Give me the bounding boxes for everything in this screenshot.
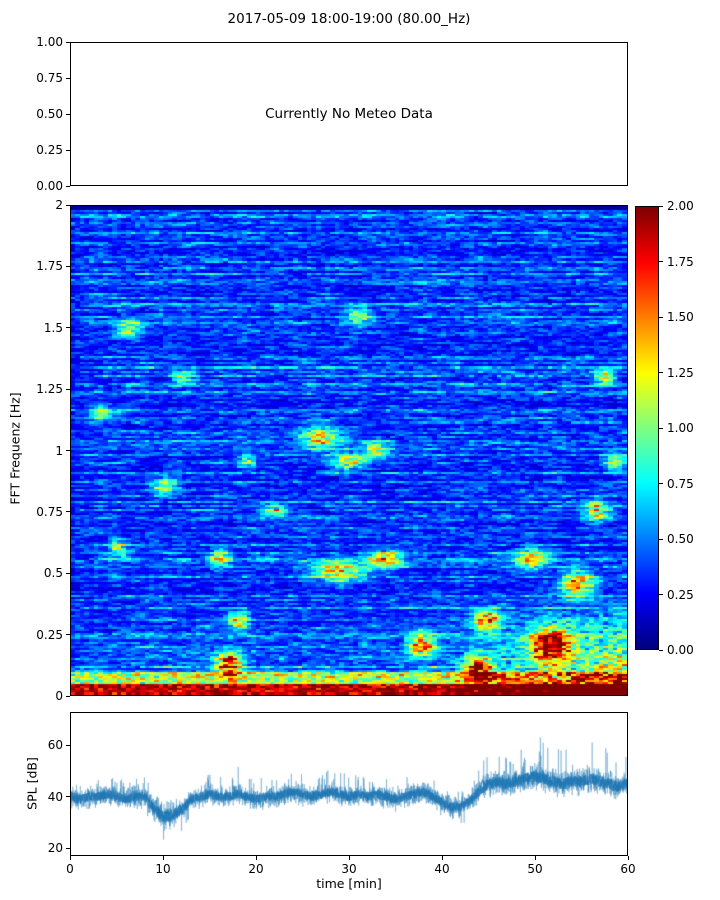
tick-mark (659, 649, 663, 651)
spec-ytick-label: 2 (55, 198, 63, 212)
tick-mark (659, 427, 663, 429)
tick-mark (659, 261, 663, 262)
spl-canvas (71, 713, 627, 855)
spec-ytick-label: 0.25 (36, 627, 63, 642)
tick-mark (348, 856, 350, 860)
tick-mark (66, 41, 70, 43)
tick-mark (659, 372, 663, 373)
spl-xtick-label: 0 (66, 862, 74, 876)
figure-title: 2017-05-09 18:00-19:00 (80.00_Hz) (227, 11, 471, 27)
tick-mark (66, 113, 70, 115)
meteo-ytick-label: 0.25 (36, 143, 63, 157)
spl-xtick-label: 20 (248, 862, 264, 876)
tick-mark (66, 695, 70, 697)
colorbar-tick-label: 1.25 (667, 365, 694, 380)
colorbar (635, 206, 659, 650)
colorbar-tick-label: 1.50 (667, 310, 694, 324)
colorbar-tick-label: 2.00 (667, 199, 694, 213)
meteo-ytick-label: 1.00 (36, 35, 63, 49)
tick-mark (66, 847, 70, 849)
spec-ytick-label: 0 (55, 689, 63, 703)
spl-axes (70, 712, 628, 856)
spl-xtick-label: 40 (434, 862, 450, 876)
meteo-ytick-label: 0.50 (36, 107, 63, 121)
tick-mark (66, 796, 70, 798)
tick-mark (659, 205, 663, 207)
spec-ytick-label: 0.5 (43, 566, 63, 581)
tick-mark (66, 77, 70, 79)
colorbar-tick-label: 0.50 (667, 532, 694, 546)
spectrogram-axes (70, 205, 628, 696)
meteo-ytick-label: 0.00 (36, 179, 63, 193)
spl-xtick-label: 10 (155, 862, 171, 876)
tick-mark (659, 538, 663, 540)
spectrogram-canvas (71, 206, 627, 695)
tick-mark (66, 265, 70, 267)
spl-ylabel: SPL [dB] (24, 757, 40, 810)
no-meteo-annotation: Currently No Meteo Data (265, 106, 433, 122)
colorbar-canvas (636, 207, 658, 649)
tick-mark (255, 856, 257, 860)
colorbar-tick-label: 0.75 (667, 476, 694, 491)
tick-mark (66, 450, 70, 451)
colorbar-tick-label: 0.25 (667, 587, 694, 602)
tick-mark (66, 327, 70, 329)
spec-ytick-label: 1.5 (43, 320, 63, 335)
spl-ytick-label: 40 (47, 789, 63, 804)
tick-mark (66, 744, 70, 746)
tick-mark (66, 185, 70, 187)
tick-mark (66, 511, 70, 513)
spec-ytick-label: 0.75 (36, 504, 63, 519)
tick-mark (162, 856, 164, 860)
tick-mark (441, 856, 443, 860)
colorbar-tick-label: 0.00 (667, 643, 694, 657)
tick-mark (66, 149, 70, 151)
spec-ytick-label: 1.75 (36, 259, 63, 274)
spec-ytick-label: 1 (55, 443, 63, 458)
tick-mark (66, 572, 70, 574)
tick-mark (534, 856, 536, 860)
tick-mark (69, 856, 71, 860)
tick-mark (659, 316, 663, 318)
spl-ytick-label: 20 (47, 841, 63, 856)
tick-mark (627, 856, 629, 860)
spl-xtick-label: 60 (620, 862, 636, 876)
colorbar-tick-label: 1.75 (667, 254, 694, 269)
meteo-axes: Currently No Meteo Data (70, 42, 628, 186)
meteo-ytick-label: 0.75 (36, 71, 63, 85)
tick-mark (66, 388, 70, 390)
colorbar-tick-label: 1.00 (667, 421, 694, 435)
spl-xtick-label: 30 (341, 862, 357, 876)
x-axis-label: time [min] (316, 876, 382, 891)
tick-mark (66, 634, 70, 636)
spec-ytick-label: 1.25 (36, 382, 63, 397)
spl-ytick-label: 60 (47, 738, 63, 753)
spl-xtick-label: 50 (527, 862, 543, 876)
tick-mark (66, 204, 70, 206)
tick-mark (659, 594, 663, 595)
tick-mark (659, 483, 663, 484)
